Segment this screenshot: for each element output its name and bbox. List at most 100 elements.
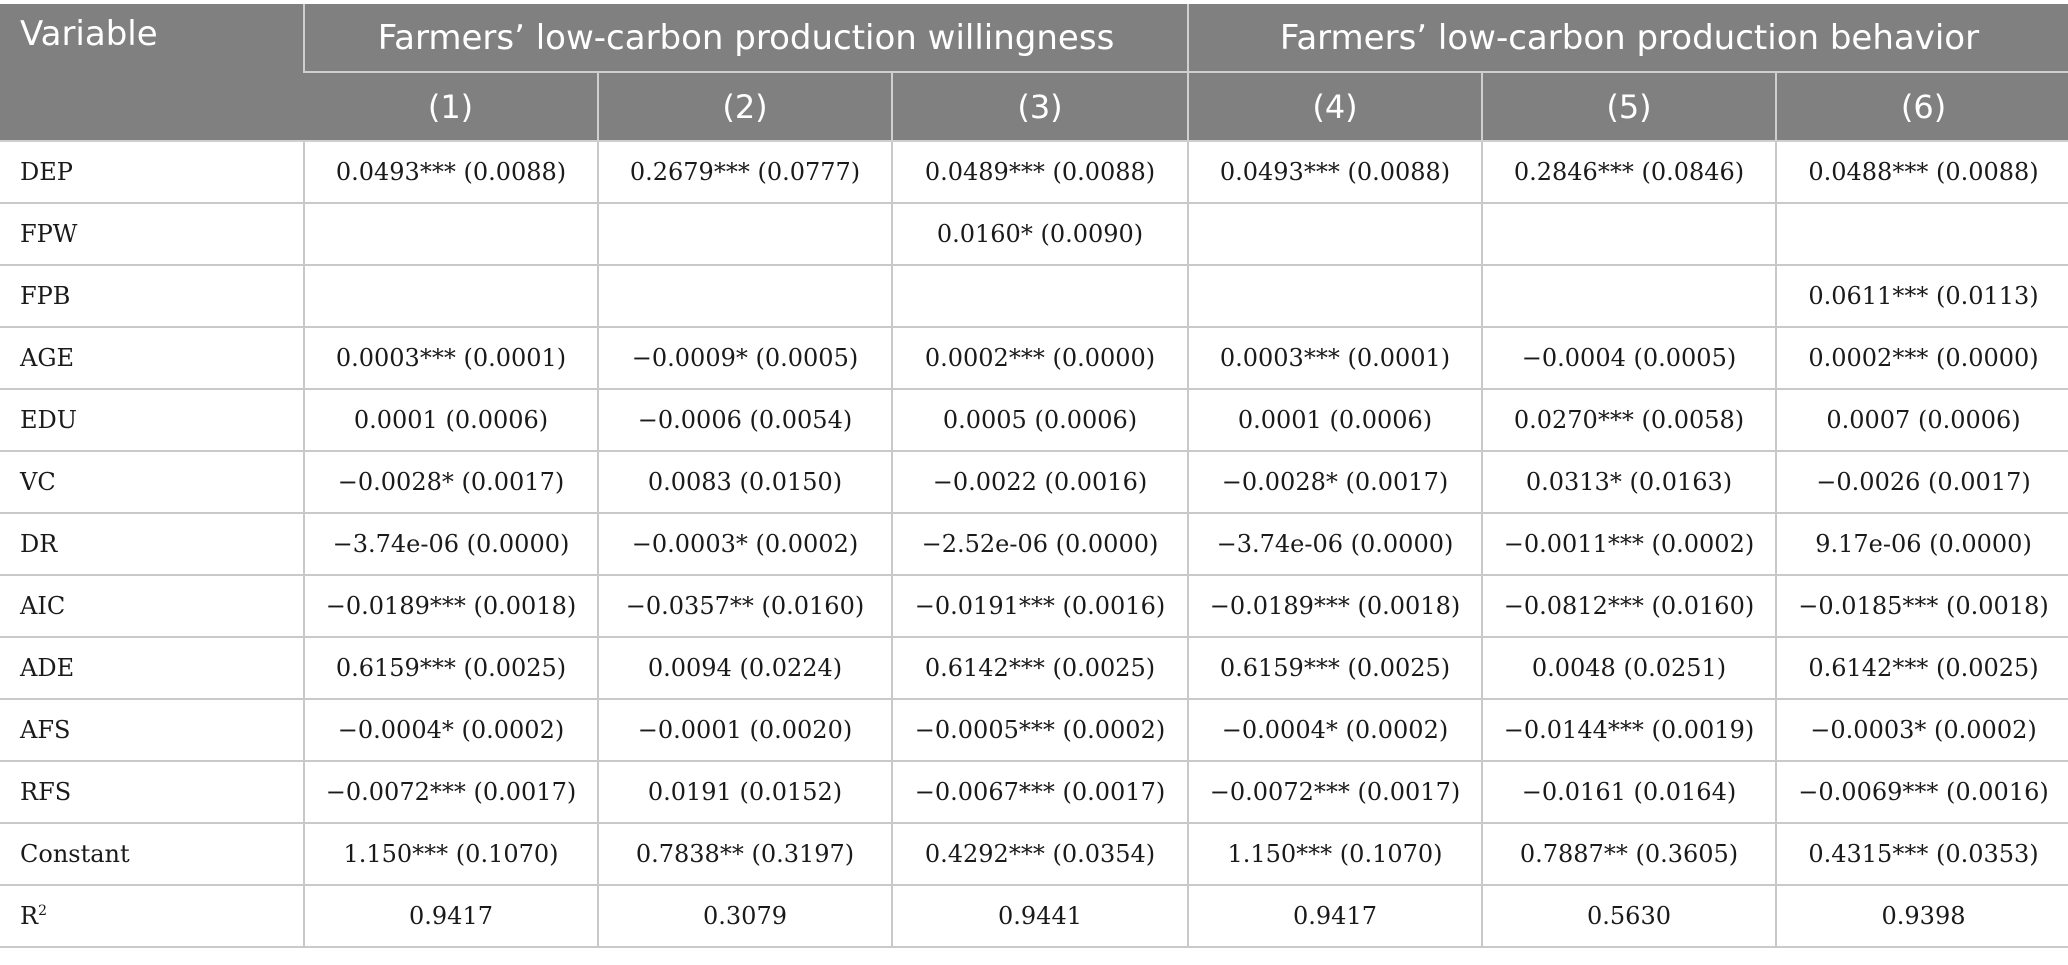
coefficient-cell-col1	[303, 203, 598, 266]
coefficient-cell-col2: −0.0006 (0.0054)	[597, 389, 892, 452]
coefficient-cell-col4: −0.0004* (0.0002)	[1187, 699, 1482, 762]
coefficient-cell-col5: −0.0011*** (0.0002)	[1481, 513, 1776, 576]
r2-cell-2: 0.3079	[597, 885, 892, 948]
r2-superscript: 2	[38, 903, 47, 919]
variable-name: AFS	[0, 699, 304, 762]
table-row-edu: EDU 0.0001 (0.0006) −0.0006 (0.0054) 0.0005…	[0, 389, 2068, 452]
r2-base: R	[20, 902, 39, 930]
coefficient-cell-col2: 0.0094 (0.0224)	[597, 637, 892, 700]
table-row-dep: DEP 0.0493*** (0.0088) 0.2679*** (0.0777) 0…	[0, 141, 2068, 204]
coefficient-cell-col5: 0.0270*** (0.0058)	[1481, 389, 1776, 452]
coefficient-cell-col3: 0.4292*** (0.0354)	[891, 823, 1188, 886]
table-row-fpw: FPW 0.0160* (0.0090)	[0, 203, 2068, 266]
coefficient-cell-col1: 0.0003*** (0.0001)	[303, 327, 598, 390]
coefficient-cell-col5: −0.0161 (0.0164)	[1481, 761, 1776, 824]
coefficient-cell-col3: −0.0005*** (0.0002)	[891, 699, 1188, 762]
coefficient-cell-col3	[891, 265, 1188, 328]
coefficient-cell-col2	[597, 203, 892, 266]
r2-cell-4: 0.9417	[1187, 885, 1482, 948]
r2-cell-1: 0.9417	[303, 885, 598, 948]
table-row-fpb: FPB 0.0611*** (0.0113)	[0, 265, 2068, 328]
column-header-3: (3)	[891, 72, 1188, 142]
coefficient-cell-col4: 0.0003*** (0.0001)	[1187, 327, 1482, 390]
coefficient-cell-col5: 0.0048 (0.0251)	[1481, 637, 1776, 700]
coefficient-cell-col2: 0.0083 (0.0150)	[597, 451, 892, 514]
variable-name: FPB	[0, 265, 304, 328]
table-row-aic: AIC −0.0189*** (0.0018) −0.0357** (0.0160)…	[0, 575, 2068, 638]
coefficient-cell-col4: 0.0493*** (0.0088)	[1187, 141, 1482, 204]
coefficient-cell-col5: −0.0004 (0.0005)	[1481, 327, 1776, 390]
table-row-vc: VC −0.0028* (0.0017) 0.0083 (0.0150) −0.002…	[0, 451, 2068, 514]
coefficient-cell-col2	[597, 265, 892, 328]
coefficient-cell-col1: −3.74e-06 (0.0000)	[303, 513, 598, 576]
coefficient-cell-col5	[1481, 265, 1776, 328]
coefficient-cell-col1: 0.6159*** (0.0025)	[303, 637, 598, 700]
variable-name: DR	[0, 513, 304, 576]
coefficient-cell-col2: −0.0357** (0.0160)	[597, 575, 892, 638]
column-header-6: (6)	[1774, 72, 2068, 142]
column-header-2: (2)	[597, 72, 892, 142]
coefficient-cell-col5: −0.0144*** (0.0019)	[1481, 699, 1776, 762]
coefficient-cell-col1	[303, 265, 598, 328]
table-row-r2: R2 0.9417 0.3079 0.9441 0.9417 0.5630 0.…	[0, 885, 2068, 948]
header-row-columns: (1) (2) (3) (4) (5) (6)	[0, 72, 2068, 142]
coefficient-cell-col2: 0.7838** (0.3197)	[597, 823, 892, 886]
coefficient-cell-col4: −0.0072*** (0.0017)	[1187, 761, 1482, 824]
coefficient-cell-col4	[1187, 265, 1482, 328]
table-row-ade: ADE 0.6159*** (0.0025) 0.0094 (0.0224) 0.61…	[0, 637, 2068, 700]
coefficient-cell-col5: 0.0313* (0.0163)	[1481, 451, 1776, 514]
regression-results-table: Variable Farmers’ low-carbon production …	[0, 4, 2068, 948]
header-row-groups: Variable Farmers’ low-carbon production …	[0, 4, 2068, 142]
variable-name: VC	[0, 451, 304, 514]
coefficient-cell-col1: −0.0004* (0.0002)	[303, 699, 598, 762]
r2-cell-5: 0.5630	[1481, 885, 1776, 948]
coefficient-cell-col5	[1481, 203, 1776, 266]
coefficient-cell-col3: −2.52e-06 (0.0000)	[891, 513, 1188, 576]
coefficient-cell-col6: −0.0003* (0.0002)	[1774, 699, 2068, 762]
coefficient-cell-col1: −0.0028* (0.0017)	[303, 451, 598, 514]
coefficient-cell-col3: 0.0160* (0.0090)	[891, 203, 1188, 266]
coefficient-cell-col6: 0.0488*** (0.0088)	[1774, 141, 2068, 204]
coefficient-cell-col1: 1.150*** (0.1070)	[303, 823, 598, 886]
group-header-behavior: Farmers’ low-carbon production behavior	[1186, 4, 2068, 73]
variable-name: AGE	[0, 327, 304, 390]
coefficient-cell-col6: 0.6142*** (0.0025)	[1774, 637, 2068, 700]
coefficient-cell-col4: 0.6159*** (0.0025)	[1187, 637, 1482, 700]
coefficient-cell-col1: −0.0072*** (0.0017)	[303, 761, 598, 824]
r2-cell-6: 0.9398	[1774, 885, 2068, 948]
column-header-4: (4)	[1187, 72, 1482, 142]
coefficient-cell-col5: −0.0812*** (0.0160)	[1481, 575, 1776, 638]
coefficient-cell-col6: 0.4315*** (0.0353)	[1774, 823, 2068, 886]
coefficient-cell-col4: 1.150*** (0.1070)	[1187, 823, 1482, 886]
coefficient-cell-col3: −0.0067*** (0.0017)	[891, 761, 1188, 824]
coefficient-cell-col3: 0.0002*** (0.0000)	[891, 327, 1188, 390]
coefficient-cell-col6: 0.0611*** (0.0113)	[1774, 265, 2068, 328]
coefficient-cell-col4: 0.0001 (0.0006)	[1187, 389, 1482, 452]
coefficient-cell-col2: 0.0191 (0.0152)	[597, 761, 892, 824]
coefficient-cell-col6: −0.0185*** (0.0018)	[1774, 575, 2068, 638]
coefficient-cell-col6: −0.0026 (0.0017)	[1774, 451, 2068, 514]
column-header-5: (5)	[1481, 72, 1776, 142]
table-row-dr: DR −3.74e-06 (0.0000) −0.0003* (0.0002) −2.…	[0, 513, 2068, 576]
group-header-willingness: Farmers’ low-carbon production willingne…	[303, 4, 1188, 73]
table-header: Variable Farmers’ low-carbon production …	[0, 4, 2068, 142]
coefficient-cell-col2: −0.0003* (0.0002)	[597, 513, 892, 576]
coefficient-cell-col1: 0.0493*** (0.0088)	[303, 141, 598, 204]
coefficient-cell-col6: 0.0002*** (0.0000)	[1774, 327, 2068, 390]
variable-name: AIC	[0, 575, 304, 638]
column-header-1: (1)	[304, 72, 598, 142]
variable-name: EDU	[0, 389, 304, 452]
variable-name: Constant	[0, 823, 304, 886]
coefficient-cell-col6: 0.0007 (0.0006)	[1774, 389, 2068, 452]
coefficient-cell-col3: 0.0489*** (0.0088)	[891, 141, 1188, 204]
table-row-age: AGE 0.0003*** (0.0001) −0.0009* (0.0005) 0.…	[0, 327, 2068, 390]
r2-cell-3: 0.9441	[891, 885, 1188, 948]
coefficient-cell-col3: 0.0005 (0.0006)	[891, 389, 1188, 452]
variable-name-r2: R2	[0, 885, 304, 948]
variable-column-header: Variable	[0, 4, 304, 142]
coefficient-cell-col4: −3.74e-06 (0.0000)	[1187, 513, 1482, 576]
table-body: DEP 0.0493*** (0.0088) 0.2679*** (0.0777) 0…	[0, 141, 2068, 948]
coefficient-cell-col5: 0.2846*** (0.0846)	[1481, 141, 1776, 204]
coefficient-cell-col6	[1774, 203, 2068, 266]
coefficient-cell-col3: −0.0191*** (0.0016)	[891, 575, 1188, 638]
